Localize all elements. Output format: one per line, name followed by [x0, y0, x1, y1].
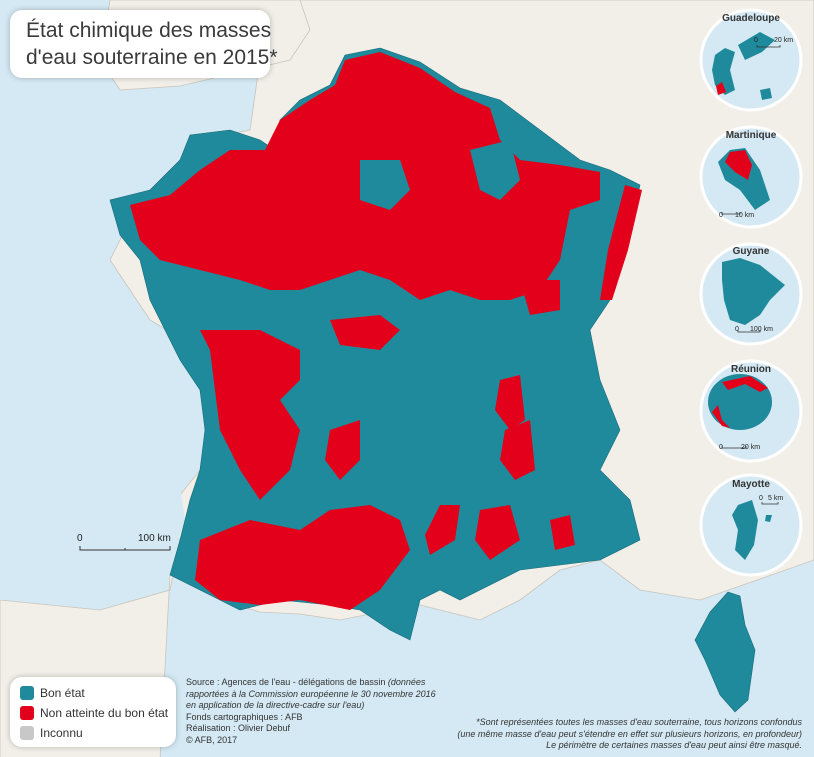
source-line3: en application de la directive-cadre sur…	[186, 700, 365, 710]
legend-item-bad: Non atteinte du bon état	[20, 705, 168, 721]
france-bad-east	[520, 280, 560, 315]
inset-scale-distance-reunion: 20 km	[741, 444, 761, 451]
france-bad-south	[475, 505, 520, 560]
legend-swatch-good	[20, 686, 34, 700]
inset-scale-distance-martinique: 10 km	[735, 212, 755, 219]
footnote-line1: *Sont représentées toutes les masses d'e…	[476, 717, 802, 727]
source-line1: Source : Agences de l'eau - délégations …	[186, 677, 426, 687]
legend-label-good: Bon état	[40, 686, 85, 700]
inset-guadeloupe	[699, 8, 803, 112]
france-bad-massif	[325, 420, 360, 480]
inset-title-guyane: Guyane	[732, 246, 770, 257]
inset-title-martinique: Martinique	[725, 130, 777, 141]
legend-label-unknown: Inconnu	[40, 726, 83, 740]
inset-scale-zero-reunion: 0	[719, 444, 723, 451]
inset-scale-zero-mayotte: 0	[759, 495, 763, 502]
inset-scale-zero-guyane: 0	[735, 326, 739, 333]
france-bad-alsace	[600, 185, 642, 300]
france-bad-southwest	[195, 505, 410, 610]
map-title-line1: État chimique des masses	[26, 19, 272, 42]
inset-scale-zero-guadeloupe: 0	[754, 37, 758, 44]
main-scale-distance: 100 km	[138, 533, 171, 544]
inset-scale-distance-guyane: 100 km	[750, 326, 773, 333]
legend-swatch-unknown	[20, 726, 34, 740]
inset-scale-zero-martinique: 0	[719, 212, 723, 219]
map-title-line2: d'eau souterraine en 2015*	[26, 46, 278, 69]
legend-item-unknown: Inconnu	[20, 725, 83, 741]
footnote-line2: (une même masse d'eau peut s'étendre en …	[457, 728, 802, 739]
inset-title-guadeloupe: Guadeloupe	[722, 13, 780, 24]
main-scale-zero: 0	[77, 533, 83, 544]
inset-mayotte	[699, 473, 803, 577]
biscay-sea	[0, 330, 185, 600]
legend-box: Bon état Non atteinte du bon état Inconn…	[10, 677, 176, 747]
inset-title-reunion: Réunion	[731, 364, 771, 375]
main-scale-bar	[79, 546, 171, 551]
inset-martinique	[699, 125, 803, 229]
france-bad-rhone	[495, 375, 525, 430]
france-bad-provence	[550, 515, 575, 550]
inset-scale-distance-mayotte: 5 km	[768, 495, 784, 502]
france-good-north-hole	[360, 160, 410, 210]
source-block: Source : Agences de l'eau - délégations …	[186, 677, 436, 746]
corsica	[694, 591, 756, 713]
source-line5: Réalisation : Olivier Debuf	[186, 723, 291, 733]
inset-guyane	[699, 242, 803, 346]
footnote-block: *Sont représentées toutes les masses d'e…	[457, 717, 802, 752]
france-bad-languedoc	[425, 505, 460, 555]
legend-swatch-bad	[20, 706, 34, 720]
footnote-line3: Le périmètre de certaines masses d'eau p…	[546, 740, 802, 750]
source-line2: rapportées à la Commission européenne le…	[186, 688, 436, 699]
france-bad-west	[200, 330, 300, 500]
legend-item-good: Bon état	[20, 685, 85, 701]
inset-scale-distance-guadeloupe: 20 km	[774, 37, 794, 44]
france-good-east-hole	[470, 140, 520, 200]
source-line6: © AFB, 2017	[186, 734, 238, 745]
inset-reunion	[699, 359, 803, 463]
legend-label-bad: Non atteinte du bon état	[40, 706, 169, 720]
france-bad-west2	[330, 315, 400, 350]
france-bad-rhone2	[500, 420, 535, 480]
inset-title-mayotte: Mayotte	[732, 479, 770, 490]
title-box: État chimique des masses d'eau souterrai…	[10, 10, 278, 78]
source-line4: Fonds cartographiques : AFB	[186, 711, 303, 722]
